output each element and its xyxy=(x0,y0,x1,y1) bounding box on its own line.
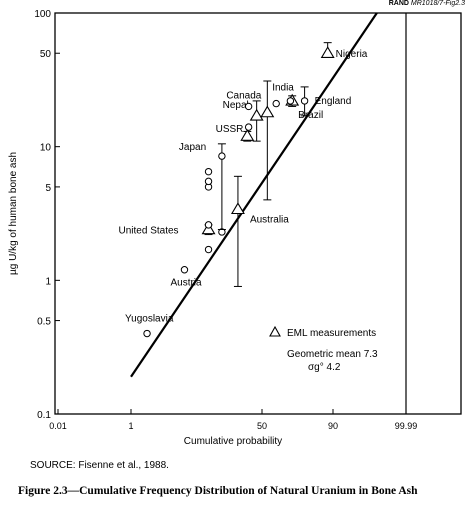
source-text: SOURCE: Fisenne et al., 1988. xyxy=(30,460,169,471)
circle-marker xyxy=(272,99,280,108)
circle-marker xyxy=(204,177,213,186)
x-tick-label: 0.01 xyxy=(49,421,67,431)
chart-svg: 0.1 0.5 1 5 10 50 100 0.01 1 50 90 99.99 Cumulative … xyxy=(8,9,462,447)
triangle-marker xyxy=(230,202,245,215)
plot-frame xyxy=(54,12,462,415)
circle-marker xyxy=(218,152,226,160)
point-label: USSR xyxy=(216,124,244,135)
circle-marker xyxy=(204,167,213,176)
y-tick-label: 0.5 xyxy=(37,317,51,328)
x-tick-label: 99.99 xyxy=(395,421,418,431)
y-axis-label: µg U/kg of human bone ash xyxy=(8,152,19,275)
x-tick-label: 50 xyxy=(257,421,267,431)
point-label: United States xyxy=(119,226,179,237)
circle-marker xyxy=(300,97,309,105)
triangle-marker xyxy=(260,105,275,118)
triangle-marker xyxy=(201,222,216,235)
triangle-marker xyxy=(249,108,264,121)
circle-marker xyxy=(204,221,213,229)
point-label: Yugoslavia xyxy=(125,314,174,325)
x-tick-label: 90 xyxy=(328,421,338,431)
x-axis-label: Cumulative probability xyxy=(184,436,282,447)
circle-marker xyxy=(143,329,151,338)
circle-marker xyxy=(244,123,253,131)
figure-caption: Figure 2.3—Cumulative Frequency Distribu… xyxy=(18,485,418,497)
triangle-marker xyxy=(320,46,335,58)
regression-line xyxy=(130,12,378,378)
y-tick-label: 0.1 xyxy=(37,410,51,421)
circle-marker xyxy=(286,97,295,105)
annotation-sigma: σg° 4.2 xyxy=(308,362,341,373)
point-label: Brazil xyxy=(298,110,323,121)
point-label: Nepal xyxy=(223,100,249,111)
point-label: Canada xyxy=(226,91,261,102)
point-label: England xyxy=(315,96,352,107)
point-label: India xyxy=(272,83,294,94)
annotation-mean: Geometric mean 7.3 xyxy=(287,349,378,360)
y-tick-label: 5 xyxy=(45,183,51,194)
y-tick-label: 100 xyxy=(34,9,51,20)
point-label: Australia xyxy=(250,214,289,225)
circle-marker xyxy=(180,266,189,274)
y-tick-label: 10 xyxy=(40,143,52,154)
circle-marker xyxy=(244,102,253,111)
circle-marker xyxy=(204,245,213,254)
point-label: Nigeria xyxy=(336,49,368,60)
triangle-marker xyxy=(240,128,255,141)
legend-label: EML measurements xyxy=(287,328,376,339)
point-label: Austria xyxy=(170,278,202,289)
y-tick-label: 50 xyxy=(40,49,52,60)
x-tick-label: 1 xyxy=(128,421,133,431)
point-label: Japan xyxy=(179,142,206,153)
figure-id: RAND MR1018/7-Fig2.3 xyxy=(388,0,465,7)
legend-marker xyxy=(269,325,281,337)
y-tick-label: 1 xyxy=(45,276,51,287)
